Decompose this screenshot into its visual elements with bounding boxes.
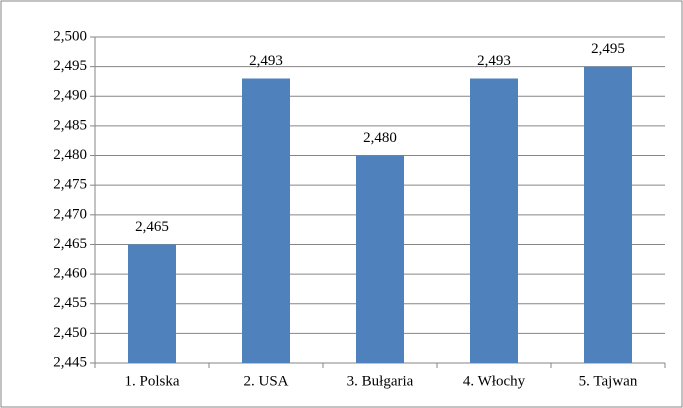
data-label: 2,493 (477, 53, 511, 69)
y-tick-label: 2,475 (53, 177, 87, 193)
y-tick-label: 2,490 (53, 88, 87, 104)
y-tick-label: 2,450 (53, 325, 87, 341)
y-tick-label: 2,485 (53, 117, 87, 133)
x-tick-label: 4. Włochy (463, 373, 526, 389)
y-tick-label: 2,500 (53, 28, 87, 44)
x-tick-label: 3. Bułgaria (347, 373, 414, 389)
y-tick-label: 2,495 (53, 58, 87, 74)
bar (128, 244, 176, 363)
bar (242, 78, 290, 363)
y-tick-label: 2,455 (53, 295, 87, 311)
data-label: 2,480 (363, 130, 397, 146)
data-label: 2,493 (249, 53, 283, 69)
data-label: 2,465 (135, 219, 169, 235)
x-tick-label: 5. Tajwan (579, 373, 638, 389)
y-tick-label: 2,470 (53, 206, 87, 222)
bar (470, 78, 518, 363)
bar (356, 155, 404, 363)
x-tick-label: 1. Polska (124, 373, 179, 389)
y-tick-label: 2,480 (53, 147, 87, 163)
data-label: 2,495 (591, 41, 625, 57)
x-tick-label: 2. USA (243, 373, 288, 389)
y-tick-label: 2,445 (53, 354, 87, 370)
y-tick-label: 2,465 (53, 236, 87, 252)
bar (584, 66, 632, 364)
y-tick-label: 2,460 (53, 266, 87, 282)
